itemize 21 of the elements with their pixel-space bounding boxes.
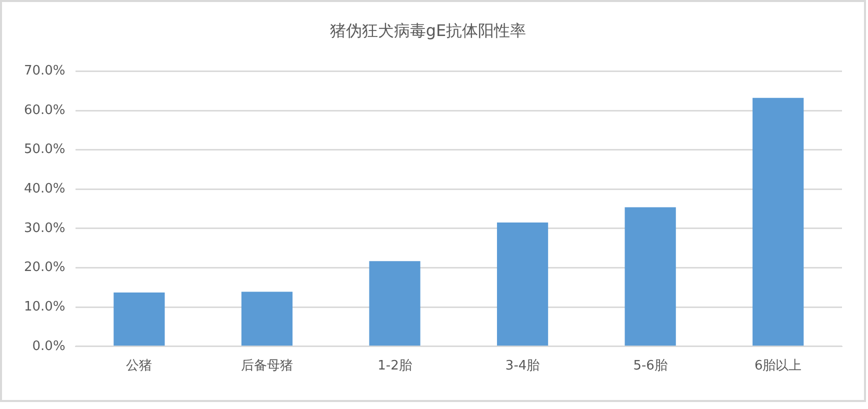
bar: [496, 222, 548, 346]
x-tick-label: 后备母猪: [240, 358, 293, 374]
y-tick-label: 60.0%: [24, 102, 66, 118]
bar: [114, 292, 165, 346]
x-tick-label: 5-6胎: [633, 358, 668, 374]
bar: [752, 98, 804, 346]
x-tick-label: 6胎以上: [754, 358, 802, 374]
y-tick-label: 20.0%: [24, 260, 66, 276]
bar: [369, 261, 420, 346]
y-tick-label: 70.0%: [24, 64, 66, 79]
bar: [624, 207, 676, 346]
bar: [241, 292, 293, 346]
y-tick-label: 0.0%: [32, 338, 66, 354]
y-tick-label: 50.0%: [24, 142, 66, 158]
x-tick-label: 1-2胎: [378, 358, 412, 374]
y-tick-label: 40.0%: [24, 182, 66, 197]
y-tick-label: 10.0%: [24, 299, 66, 314]
chart-title: 猪伪狂犬病毒gE抗体阳性率: [330, 20, 526, 40]
x-tick-label: 3-4胎: [505, 358, 540, 374]
x-tick-label: 公猪: [126, 358, 152, 374]
y-tick-label: 30.0%: [24, 220, 66, 236]
